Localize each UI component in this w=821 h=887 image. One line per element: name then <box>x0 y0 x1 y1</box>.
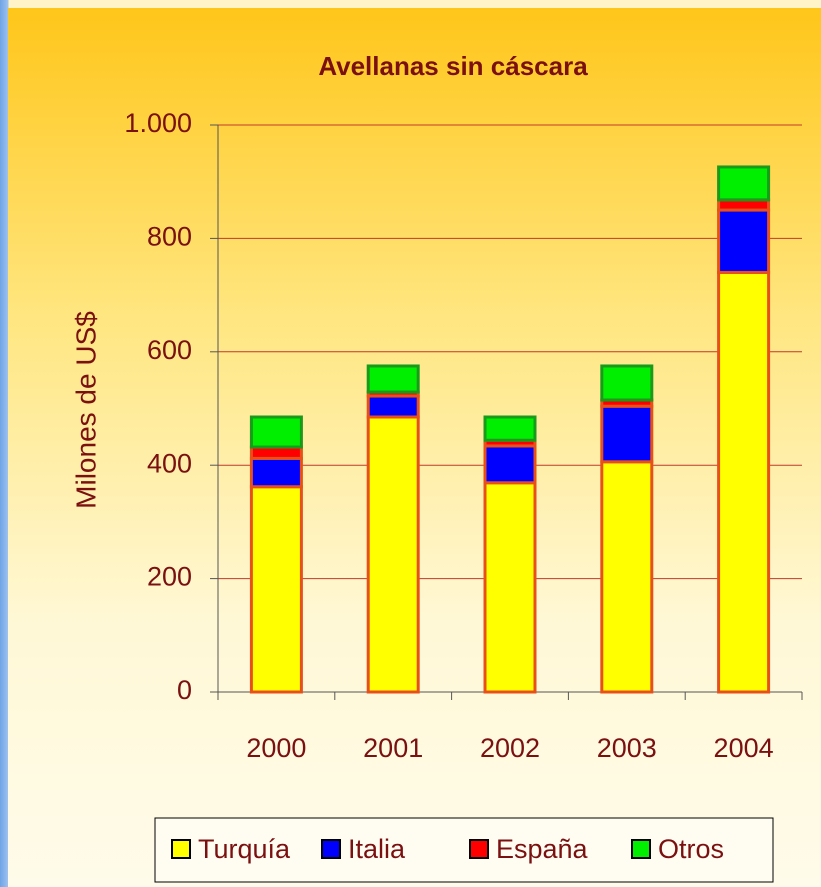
bar-segment <box>249 415 303 449</box>
y-tick-label: 600 <box>147 335 192 365</box>
bar-segment <box>483 415 537 442</box>
bar-segment <box>717 208 771 274</box>
legend-label: España <box>496 834 589 864</box>
y-tick-label: 200 <box>147 562 192 592</box>
bar-segment <box>366 394 420 419</box>
bar-segment <box>717 198 771 212</box>
legend-label: Otros <box>658 834 724 864</box>
legend-swatch <box>171 839 191 859</box>
legend-swatch <box>469 839 489 859</box>
legend-swatch <box>631 839 651 859</box>
bar-segment <box>249 445 303 460</box>
bar-segment <box>483 481 537 694</box>
x-tick-label: 2003 <box>597 733 657 763</box>
x-tick-label: 2002 <box>480 733 540 763</box>
bar-segment <box>483 444 537 485</box>
legend-box <box>154 817 774 883</box>
x-tick-label: 2004 <box>714 733 774 763</box>
legend-swatch <box>321 839 341 859</box>
chart-title: Avellanas sin cáscara <box>318 51 588 81</box>
bar-segment <box>366 415 420 694</box>
y-tick-label: 1.000 <box>124 108 192 138</box>
bar-segment <box>366 364 420 394</box>
bar-segment <box>717 165 771 202</box>
bar-segment <box>600 364 654 402</box>
y-tick-label: 800 <box>147 222 192 252</box>
y-tick-label: 400 <box>147 448 192 478</box>
legend-label: Italia <box>348 834 406 864</box>
x-tick-label: 2001 <box>363 733 423 763</box>
bar-segment <box>249 485 303 694</box>
bar-segment <box>600 460 654 694</box>
y-tick-label: 0 <box>177 675 192 705</box>
bar-segment <box>717 270 771 694</box>
bar-segment <box>600 404 654 464</box>
legend-label: Turquía <box>198 834 291 864</box>
y-axis-title: Milones de US$ <box>70 311 101 509</box>
x-tick-label: 2000 <box>246 733 306 763</box>
bar-segment <box>249 456 303 489</box>
